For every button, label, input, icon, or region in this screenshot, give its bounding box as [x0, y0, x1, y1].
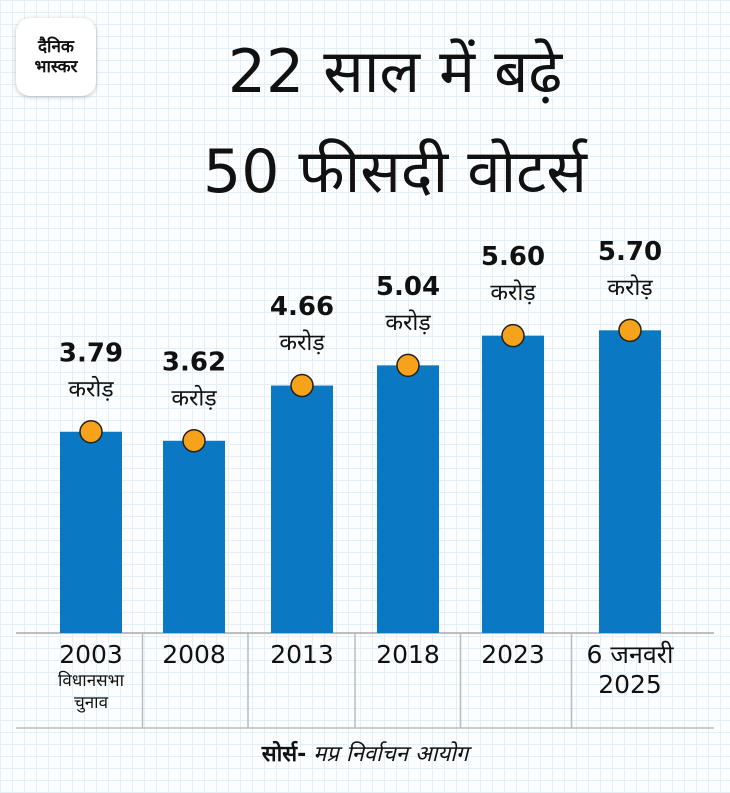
x-tick-label: 2013 — [250, 640, 354, 670]
category-note: विधानसभा चुनाव — [58, 671, 124, 713]
bar — [271, 385, 333, 633]
value-label: 5.60 — [481, 242, 545, 272]
logo-text: भास्कर — [34, 57, 78, 77]
x-tick-label: 2023 — [461, 640, 565, 670]
category: 2023 — [481, 640, 545, 669]
source: सोर्स- मप्र निर्वाचन आयोग — [0, 738, 730, 768]
chart-title: 50 फीसदी वोटर्स — [203, 137, 587, 207]
unit-label: करोड़ — [279, 329, 325, 356]
category: 2018 — [376, 640, 440, 669]
chart-title: 22 साल में बढ़े — [227, 37, 563, 107]
category: 2003 — [59, 640, 123, 669]
unit-label: करोड़ — [171, 384, 217, 411]
unit-label: करोड़ — [385, 309, 431, 336]
value-label: 4.66 — [270, 292, 334, 322]
marker — [182, 429, 206, 453]
unit-label: करोड़ — [490, 279, 536, 306]
category: 6 जनवरी 2025 — [586, 640, 674, 699]
x-tick-label: 2008 — [142, 640, 246, 670]
value-label: 5.04 — [376, 272, 440, 302]
marker — [79, 420, 103, 444]
category: 2013 — [270, 640, 334, 669]
x-tick-label: 2018 — [356, 640, 460, 670]
x-tick-label: 2003 विधानसभा चुनाव — [39, 640, 143, 714]
bar — [599, 330, 661, 633]
value-label: 3.62 — [162, 347, 226, 377]
bar — [163, 440, 225, 633]
bar — [482, 335, 544, 633]
value-label: 3.79 — [59, 338, 123, 368]
marker — [290, 373, 314, 398]
logo-text: दैनिक — [38, 37, 74, 57]
logo: दैनिक भास्कर — [16, 18, 96, 96]
x-tick-label: 6 जनवरी 2025 — [578, 640, 682, 700]
category: 2008 — [162, 640, 226, 669]
unit-label: करोड़ — [68, 375, 114, 402]
source-label: सोर्स- — [261, 742, 307, 767]
bar — [60, 431, 122, 633]
unit-label: करोड़ — [607, 274, 653, 301]
marker — [501, 323, 525, 348]
marker — [618, 318, 642, 343]
bar — [377, 365, 439, 633]
source-text: मप्र निर्वाचन आयोग — [313, 742, 469, 767]
marker — [396, 353, 420, 378]
value-label: 5.70 — [598, 237, 662, 267]
